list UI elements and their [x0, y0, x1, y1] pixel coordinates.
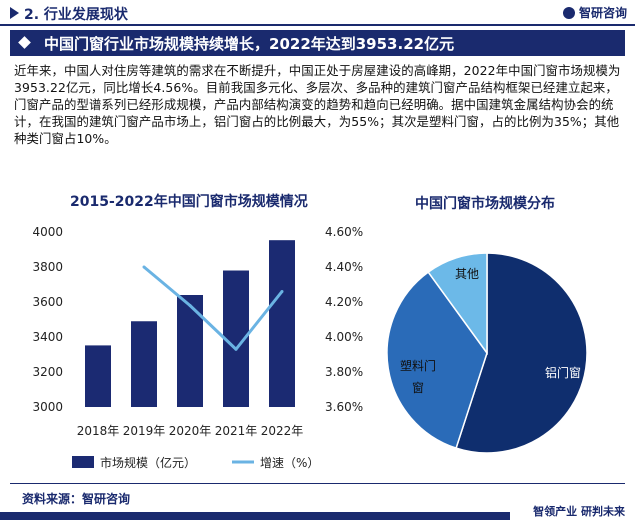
y-right-tick-label: 3.60%	[325, 400, 363, 414]
headline-text: 中国门窗行业市场规模持续增长，2022年达到3953.22亿元	[44, 35, 455, 53]
pie-label: 窗	[412, 381, 424, 395]
brand-logo-icon	[562, 7, 575, 19]
pie-label: 其他	[455, 267, 479, 281]
brand: 智研咨询	[562, 4, 627, 21]
y-right-tick-label: 4.00%	[325, 330, 363, 344]
top-bar: 2. 行业发展现状 智研咨询	[0, 0, 635, 26]
growth-rate-point	[188, 304, 192, 307]
y-right-tick-label: 4.40%	[325, 260, 363, 274]
y-left-tick-label: 3000	[32, 400, 63, 414]
bar	[131, 321, 157, 407]
legend-swatch-bar	[72, 456, 94, 468]
y-right-tick-label: 4.60%	[325, 225, 363, 239]
pie-chart-title: 中国门窗市场规模分布	[415, 196, 555, 212]
y-left-tick-label: 3600	[32, 295, 63, 309]
legend-label-bar: 市场规模（亿元）	[100, 455, 196, 470]
intro-paragraph: 近年来，中国人对住房等建筑的需求在不断提升，中国正处于房屋建设的高峰期，2022…	[14, 63, 621, 146]
y-left-tick-label: 3800	[32, 260, 63, 274]
section-marker-icon	[10, 7, 19, 19]
x-tick-label: 2018年	[77, 424, 120, 438]
pie-slice	[455, 252, 588, 454]
pie-slice	[427, 252, 488, 356]
source-note: 资料来源：智研咨询	[22, 492, 131, 506]
bottom-bar	[0, 512, 510, 520]
y-left-tick-label: 4000	[32, 225, 63, 239]
bar	[177, 295, 203, 407]
headline-banner: 中国门窗行业市场规模持续增长，2022年达到3953.22亿元	[10, 30, 625, 56]
legend-label-line: 增速（%）	[260, 456, 319, 470]
pie-slice	[386, 271, 488, 450]
footer-divider	[10, 483, 625, 484]
section-title: 2. 行业发展现状	[24, 7, 128, 23]
growth-rate-point	[280, 290, 284, 293]
growth-rate-point	[142, 265, 146, 269]
y-left-tick-label: 3200	[32, 365, 63, 379]
bar	[269, 240, 295, 407]
x-tick-label: 2022年	[261, 424, 304, 438]
brand-name: 智研咨询	[578, 6, 627, 20]
y-left-tick-label: 3400	[32, 330, 63, 344]
slogan: 智领产业 研判未来	[533, 505, 625, 518]
y-right-tick-label: 4.20%	[325, 295, 363, 309]
x-tick-label: 2020年	[169, 424, 212, 438]
growth-rate-line	[143, 265, 284, 351]
x-tick-label: 2019年	[123, 424, 166, 438]
bar	[85, 345, 111, 407]
y-right-tick-label: 3.80%	[325, 365, 363, 379]
header-divider	[0, 24, 635, 26]
pie-label: 铝门窗	[545, 365, 581, 380]
pie-label: 塑料门	[400, 358, 436, 373]
growth-rate-point	[234, 347, 238, 351]
bar-chart-title: 2015-2022年中国门窗市场规模情况	[70, 194, 308, 210]
x-tick-label: 2021年	[215, 424, 258, 438]
